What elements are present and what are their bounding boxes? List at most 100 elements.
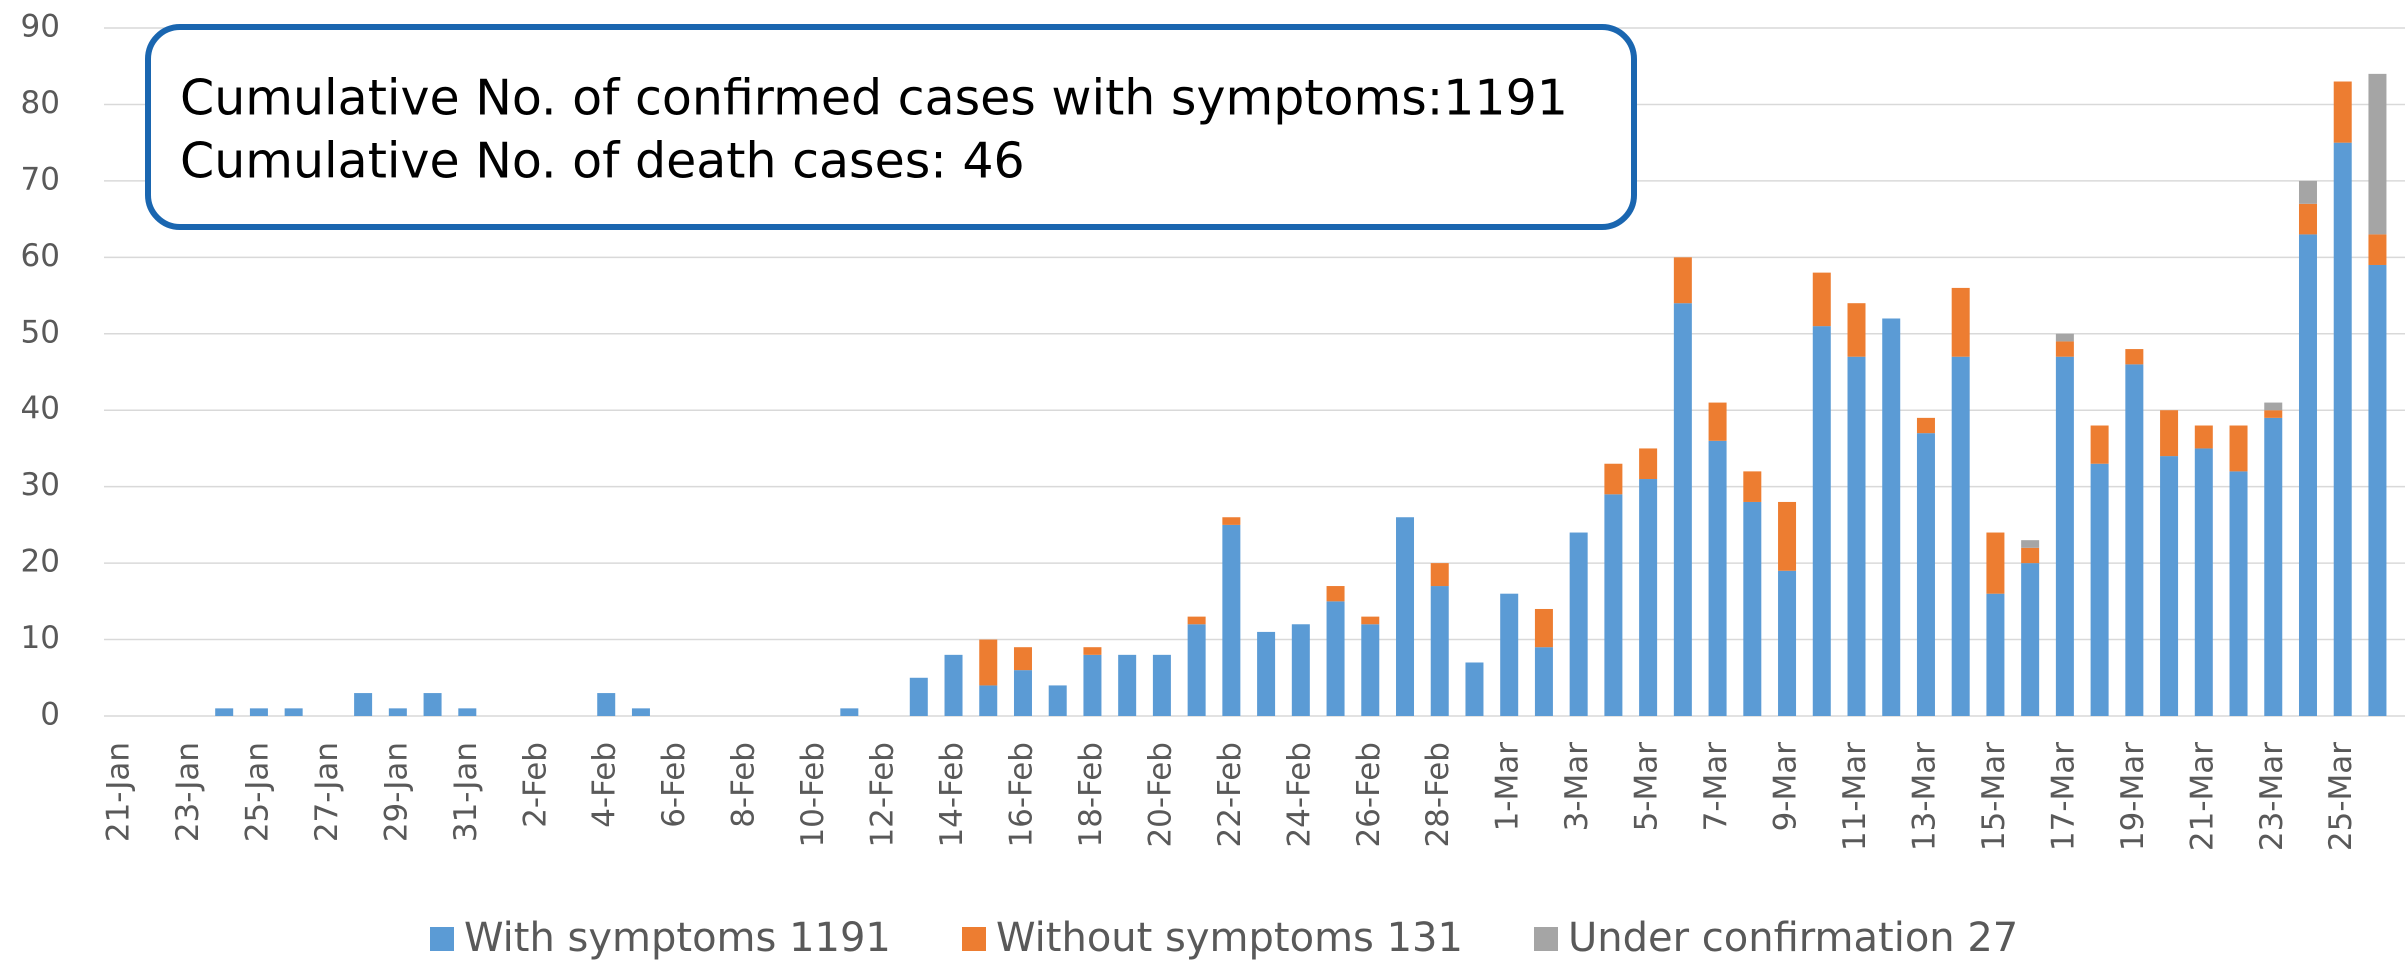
bar-segment [1916, 433, 1935, 716]
bar-segment [2333, 81, 2352, 143]
bar-segment [2264, 402, 2283, 411]
bar-segment [2298, 234, 2317, 716]
bar-segment [388, 708, 407, 716]
y-tick-label: 40 [21, 391, 60, 427]
bar-segment [1500, 593, 1519, 716]
bar-segment [1187, 624, 1206, 716]
bar-segment [2194, 448, 2213, 716]
bar-segment [2160, 456, 2179, 716]
bar-segment [1187, 616, 1206, 625]
x-tick-label: 16-Feb [1003, 742, 1039, 848]
bar-segment [979, 685, 998, 716]
bar-segment [1604, 463, 1623, 495]
bar-segment [1430, 586, 1449, 716]
bar-segment [2298, 180, 2317, 204]
y-tick-label: 80 [21, 85, 60, 121]
x-tick-label: 17-Mar [2045, 742, 2081, 851]
annotation: Cumulative No. of death cases: 46 [180, 133, 1025, 190]
bar-segment [1118, 654, 1137, 716]
x-tick-label: 1-Mar [1490, 742, 1526, 832]
annotation-box [145, 24, 1637, 230]
bar-segment [423, 693, 442, 716]
bar-segment [2021, 547, 2040, 564]
bar-segment [458, 708, 477, 716]
bar-segment [2090, 425, 2109, 464]
y-tick-label: 10 [21, 620, 60, 656]
bar-segment [249, 708, 268, 716]
x-tick-label: 8-Feb [726, 742, 762, 828]
x-tick-label: 10-Feb [795, 742, 831, 848]
x-tick-label: 5-Mar [1629, 742, 1665, 832]
bar-segment [2333, 142, 2352, 716]
bar-segment [2125, 349, 2144, 365]
y-tick-label: 50 [21, 314, 60, 350]
bar-segment [1639, 479, 1658, 716]
bar-segment [1361, 616, 1380, 625]
legend-swatch [1534, 927, 1558, 951]
bar-segment [1013, 670, 1032, 716]
x-tick-label: 6-Feb [656, 742, 692, 828]
bar-segment [1708, 440, 1727, 716]
bar-segment [2160, 410, 2179, 457]
legend-label: Without symptoms 131 [996, 915, 1463, 960]
bar-segment [215, 708, 234, 716]
bar-segment [354, 693, 373, 716]
x-tick-label: 13-Mar [1906, 742, 1942, 851]
x-tick-label: 25-Mar [2323, 742, 2359, 851]
bar-segment [1361, 624, 1380, 716]
bar-segment [1326, 586, 1345, 602]
bar-segment [1812, 326, 1831, 716]
bar-segment [1534, 608, 1553, 648]
bar-segment [2055, 341, 2074, 357]
bar-segment [1743, 471, 1762, 502]
bar-segment [1951, 356, 1970, 716]
bar-segment [1083, 647, 1102, 655]
x-tick-label: 31-Jan [448, 742, 484, 842]
bar-segment [1257, 631, 1276, 716]
bar-segment [1986, 532, 2005, 594]
bar-segment [1812, 272, 1831, 327]
y-tick-label: 60 [21, 238, 60, 274]
legend-swatch [962, 927, 986, 951]
x-tick-label: 23-Jan [170, 742, 206, 842]
bar-segment [1222, 517, 1241, 525]
x-tick-label: 27-Jan [309, 742, 345, 842]
x-tick-label: 23-Mar [2254, 742, 2290, 851]
x-tick-label: 26-Feb [1351, 742, 1387, 848]
bar-segment [2229, 425, 2248, 472]
bar-segment [1430, 563, 1449, 587]
bar-segment [597, 693, 616, 716]
bar-segment [1013, 647, 1032, 671]
annotation: Cumulative No. of confirmed cases with s… [180, 70, 1568, 127]
bar-segment [1673, 257, 1692, 304]
x-tick-label: 7-Mar [1698, 742, 1734, 832]
bar-segment [2264, 410, 2283, 418]
x-tick-label: 25-Jan [239, 742, 275, 842]
bar-segment [2055, 333, 2074, 342]
bar-segment [1847, 356, 1866, 716]
x-tick-label: 20-Feb [1142, 742, 1178, 848]
bar-segment [2368, 264, 2387, 716]
y-tick-label: 0 [40, 697, 60, 733]
x-tick-label: 14-Feb [934, 742, 970, 848]
bar-segment [1569, 532, 1588, 716]
bar-segment [1604, 494, 1623, 716]
bar-segment [979, 639, 998, 686]
y-tick-label: 30 [21, 467, 60, 503]
bar-segment [2125, 364, 2144, 716]
x-tick-label: 21-Jan [101, 742, 137, 842]
bar-segment [1639, 448, 1658, 480]
bar-segment [2021, 540, 2040, 548]
bar-segment [1708, 402, 1727, 441]
x-tick-label: 3-Mar [1559, 742, 1595, 832]
bar-segment [1951, 287, 1970, 357]
bar-segment [284, 708, 303, 716]
x-tick-label: 11-Mar [1837, 742, 1873, 851]
legend-label: With symptoms 1191 [464, 915, 891, 960]
bar-segment [2021, 563, 2040, 716]
bar-segment [1743, 501, 1762, 716]
legend-swatch [430, 927, 454, 951]
y-tick-label: 20 [21, 544, 60, 580]
x-tick-label: 2-Feb [517, 742, 553, 828]
